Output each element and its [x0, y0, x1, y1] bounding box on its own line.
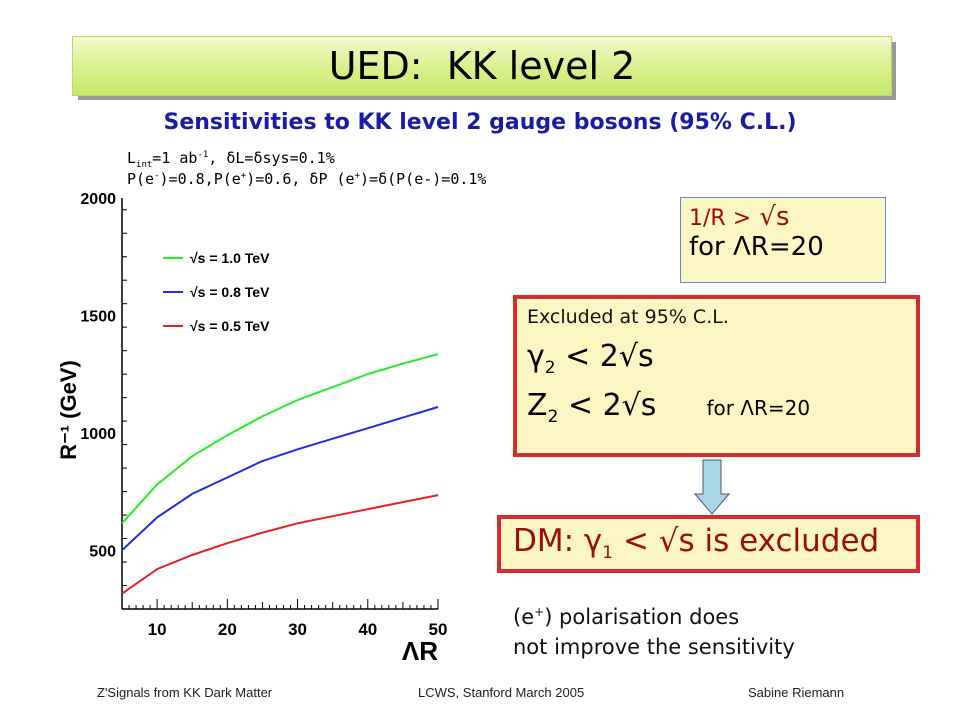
- luminosity-params: Lint=1 ab-1, δL=δsys=0.1%: [127, 149, 335, 170]
- series-line-1: [121, 406, 439, 552]
- z2-limit: Z2 < 2√s for ΛR=20: [527, 388, 811, 427]
- y-tick-label: 1000: [80, 426, 116, 443]
- chart-axes: 500 1000 1500 2000 10 20 30 40 50: [80, 191, 447, 639]
- x-tick-label: 30: [288, 620, 307, 639]
- series-line-0: [121, 353, 439, 524]
- x-tick-label: 50: [429, 620, 448, 639]
- slide-title: UED: KK level 2: [72, 36, 892, 96]
- polarisation-params: P(e-)=0.8,P(e+)=0.6, δP (e+)=δ(P(e-)=0.1…: [127, 170, 487, 188]
- footer-right: Sabine Riemann: [748, 685, 845, 700]
- polarisation-note: (e+) polarisation does not improve the s…: [513, 605, 795, 659]
- footer-center: LCWS, Stanford March 2005: [418, 685, 585, 700]
- legend-label-0: √s = 1.0 TeV: [190, 250, 270, 266]
- legend-label-1: √s = 0.8 TeV: [190, 284, 270, 300]
- y-tick-label: 2000: [80, 191, 116, 208]
- down-arrow-icon: [694, 459, 730, 515]
- slide-subtitle: Sensitivities to KK level 2 gauge bosons…: [163, 110, 797, 135]
- chart-legend: √s = 1.0 TeV √s = 0.8 TeV √s = 0.5 TeV: [163, 250, 270, 334]
- y-tick-label: 500: [89, 543, 116, 560]
- chart-lines: [121, 353, 439, 595]
- y-tick-label: 1500: [80, 308, 116, 325]
- x-tick-label: 10: [148, 620, 167, 639]
- dm-box: [501, 519, 916, 569]
- excluded-box: [517, 299, 916, 453]
- excluded-content: Excluded at 95% C.L. γ2 < 2√s Z2 < 2√s fo…: [527, 306, 907, 436]
- gamma2-limit: γ2 < 2√s: [527, 339, 654, 378]
- x-axis-label: ΛR: [402, 636, 438, 666]
- dm-conclusion: DM: γ1 < √s is excluded: [513, 523, 880, 564]
- x-tick-label: 40: [358, 620, 377, 639]
- condition-box: 1/R > √s for ΛR=20: [680, 197, 886, 283]
- y-axis-label: R⁻¹ (GeV): [56, 360, 81, 460]
- footer-left: Z'Signals from KK Dark Matter: [97, 685, 273, 700]
- x-tick-label: 20: [218, 620, 237, 639]
- series-line-2: [121, 494, 439, 595]
- excluded-header: Excluded at 95% C.L.: [527, 306, 729, 328]
- legend-label-2: √s = 0.5 TeV: [190, 318, 270, 334]
